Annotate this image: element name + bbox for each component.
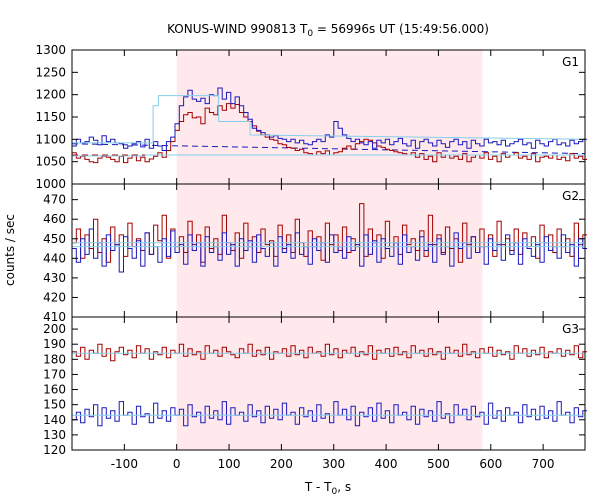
- panel-g3-red-series: [72, 343, 588, 362]
- panel-g1-y-tick-label: 1000: [35, 177, 66, 191]
- x-tick-label: 700: [532, 457, 555, 471]
- panel-g3-frame: [71, 316, 586, 451]
- panel-g1-blue-fit-line: [72, 95, 586, 144]
- x-axis-title: T - T0, s: [304, 480, 351, 497]
- panel-g3-y-tick-label: 160: [43, 383, 66, 397]
- x-tick-label: 400: [375, 457, 398, 471]
- x-tick-label: 200: [270, 457, 293, 471]
- x-tick-label: 100: [218, 457, 241, 471]
- y-axis-title: counts / sec: [3, 214, 17, 286]
- panel-g1-y-tick-label: 1050: [35, 155, 66, 169]
- panel-g3-y-tick-label: 150: [43, 398, 66, 412]
- x-axis-title-subscript: 0: [332, 487, 338, 497]
- x-axis-title-main: T - T: [304, 480, 332, 494]
- panel-g3-y-tick-label: 120: [43, 443, 66, 457]
- panel-g3-label: G3: [562, 322, 579, 336]
- chart-title-subscript: 0: [307, 29, 313, 39]
- panel-g3-y-tick-label: 130: [43, 428, 66, 442]
- panel-g3-y-tick-label: 200: [43, 322, 66, 336]
- panel-g3-y-tick-label: 190: [43, 337, 66, 351]
- panel-g3-y-tick-label: 170: [43, 367, 66, 381]
- panel-g1-y-tick-label: 1250: [35, 65, 66, 79]
- panel-g2-y-tick-label: 410: [43, 310, 66, 324]
- panel-g2-y-tick-label: 450: [43, 232, 66, 246]
- panel-g1-red-fit-line: [72, 154, 585, 157]
- chart-title-main: KONUS-WIND 990813 T: [167, 22, 308, 36]
- x-tick-label: 0: [173, 457, 181, 471]
- panel-g2-y-tick-label: 470: [43, 193, 66, 207]
- panel-g2-blue-series: [72, 228, 588, 273]
- panel-g2-y-tick-label: 440: [43, 251, 66, 265]
- panel-g3-blue-series: [72, 401, 588, 427]
- chart-title: KONUS-WIND 990813 T0 = 56996s UT (15:49:…: [167, 22, 489, 39]
- panel-g1-y-tick-label: 1300: [35, 43, 66, 57]
- panel-g2-y-tick-label: 460: [43, 212, 66, 226]
- x-tick-label: 600: [479, 457, 502, 471]
- x-tick-label: -100: [111, 457, 138, 471]
- panel-g2-red-series: [72, 203, 588, 263]
- panel-g2-y-tick-label: 430: [43, 271, 66, 285]
- panel-g1-label: G1: [562, 55, 579, 69]
- panel-g1-y-tick-label: 1100: [35, 132, 66, 146]
- panel-g1-y-tick-label: 1150: [35, 110, 66, 124]
- panel-g3-y-tick-label: 140: [43, 413, 66, 427]
- panel-g1-red-series: [72, 103, 588, 164]
- x-tick-label: 500: [427, 457, 450, 471]
- x-axis-title-rest: , s: [337, 480, 351, 494]
- panel-g2-y-tick-label: 420: [43, 290, 66, 304]
- panel-g2-label: G2: [562, 189, 579, 203]
- chart-title-rest: = 56996s UT (15:49:56.000): [313, 22, 489, 36]
- x-tick-label: 300: [322, 457, 345, 471]
- panel-g3-y-tick-label: 180: [43, 352, 66, 366]
- panel-g1-y-tick-label: 1200: [35, 88, 66, 102]
- plot-area: 1000105011001150120012501300G14104204304…: [35, 43, 588, 471]
